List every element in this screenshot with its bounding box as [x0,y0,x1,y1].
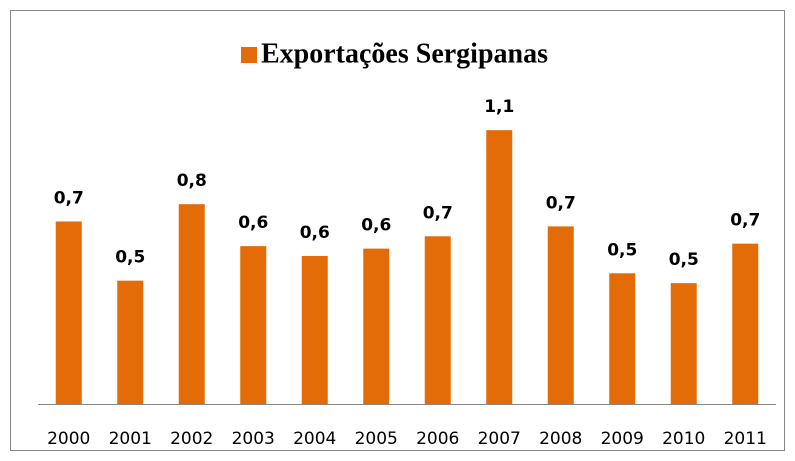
value-label: 0,8 [177,171,207,191]
bar [55,221,82,404]
bar [670,283,697,404]
value-label: 0,6 [300,223,330,243]
x-tick-label: 2011 [724,429,767,449]
value-label: 0,5 [669,250,699,270]
value-label: 0,7 [54,188,84,208]
value-label: 0,5 [607,240,637,260]
bar [486,130,513,404]
legend-label: Exportações Sergipanas [261,38,548,69]
x-tick-label: 2006 [416,429,459,449]
x-tick-label: 2009 [601,429,644,449]
legend-swatch [241,47,257,63]
value-label: 1,1 [484,97,514,117]
x-tick-label: 2005 [355,429,398,449]
value-label: 0,6 [238,213,268,233]
bar [732,243,759,404]
bar [117,280,144,404]
x-tick-label: 2000 [47,429,90,449]
x-tick-label: 2002 [170,429,213,449]
value-label: 0,7 [546,193,576,213]
bar [301,256,328,404]
x-tick-label: 2010 [662,429,705,449]
x-tick-label: 2003 [232,429,275,449]
x-tick-label: 2007 [478,429,521,449]
bar [609,273,636,404]
bar [240,246,267,404]
x-tick-label: 2001 [109,429,152,449]
bar [178,204,205,404]
value-label: 0,7 [423,203,453,223]
value-label: 0,7 [730,211,760,231]
value-label: 0,6 [361,216,391,236]
x-tick-label: 2004 [293,429,336,449]
bar [363,248,390,404]
value-label: 0,5 [115,248,145,268]
bar [424,236,451,404]
bar [547,226,574,404]
x-tick-label: 2008 [539,429,582,449]
